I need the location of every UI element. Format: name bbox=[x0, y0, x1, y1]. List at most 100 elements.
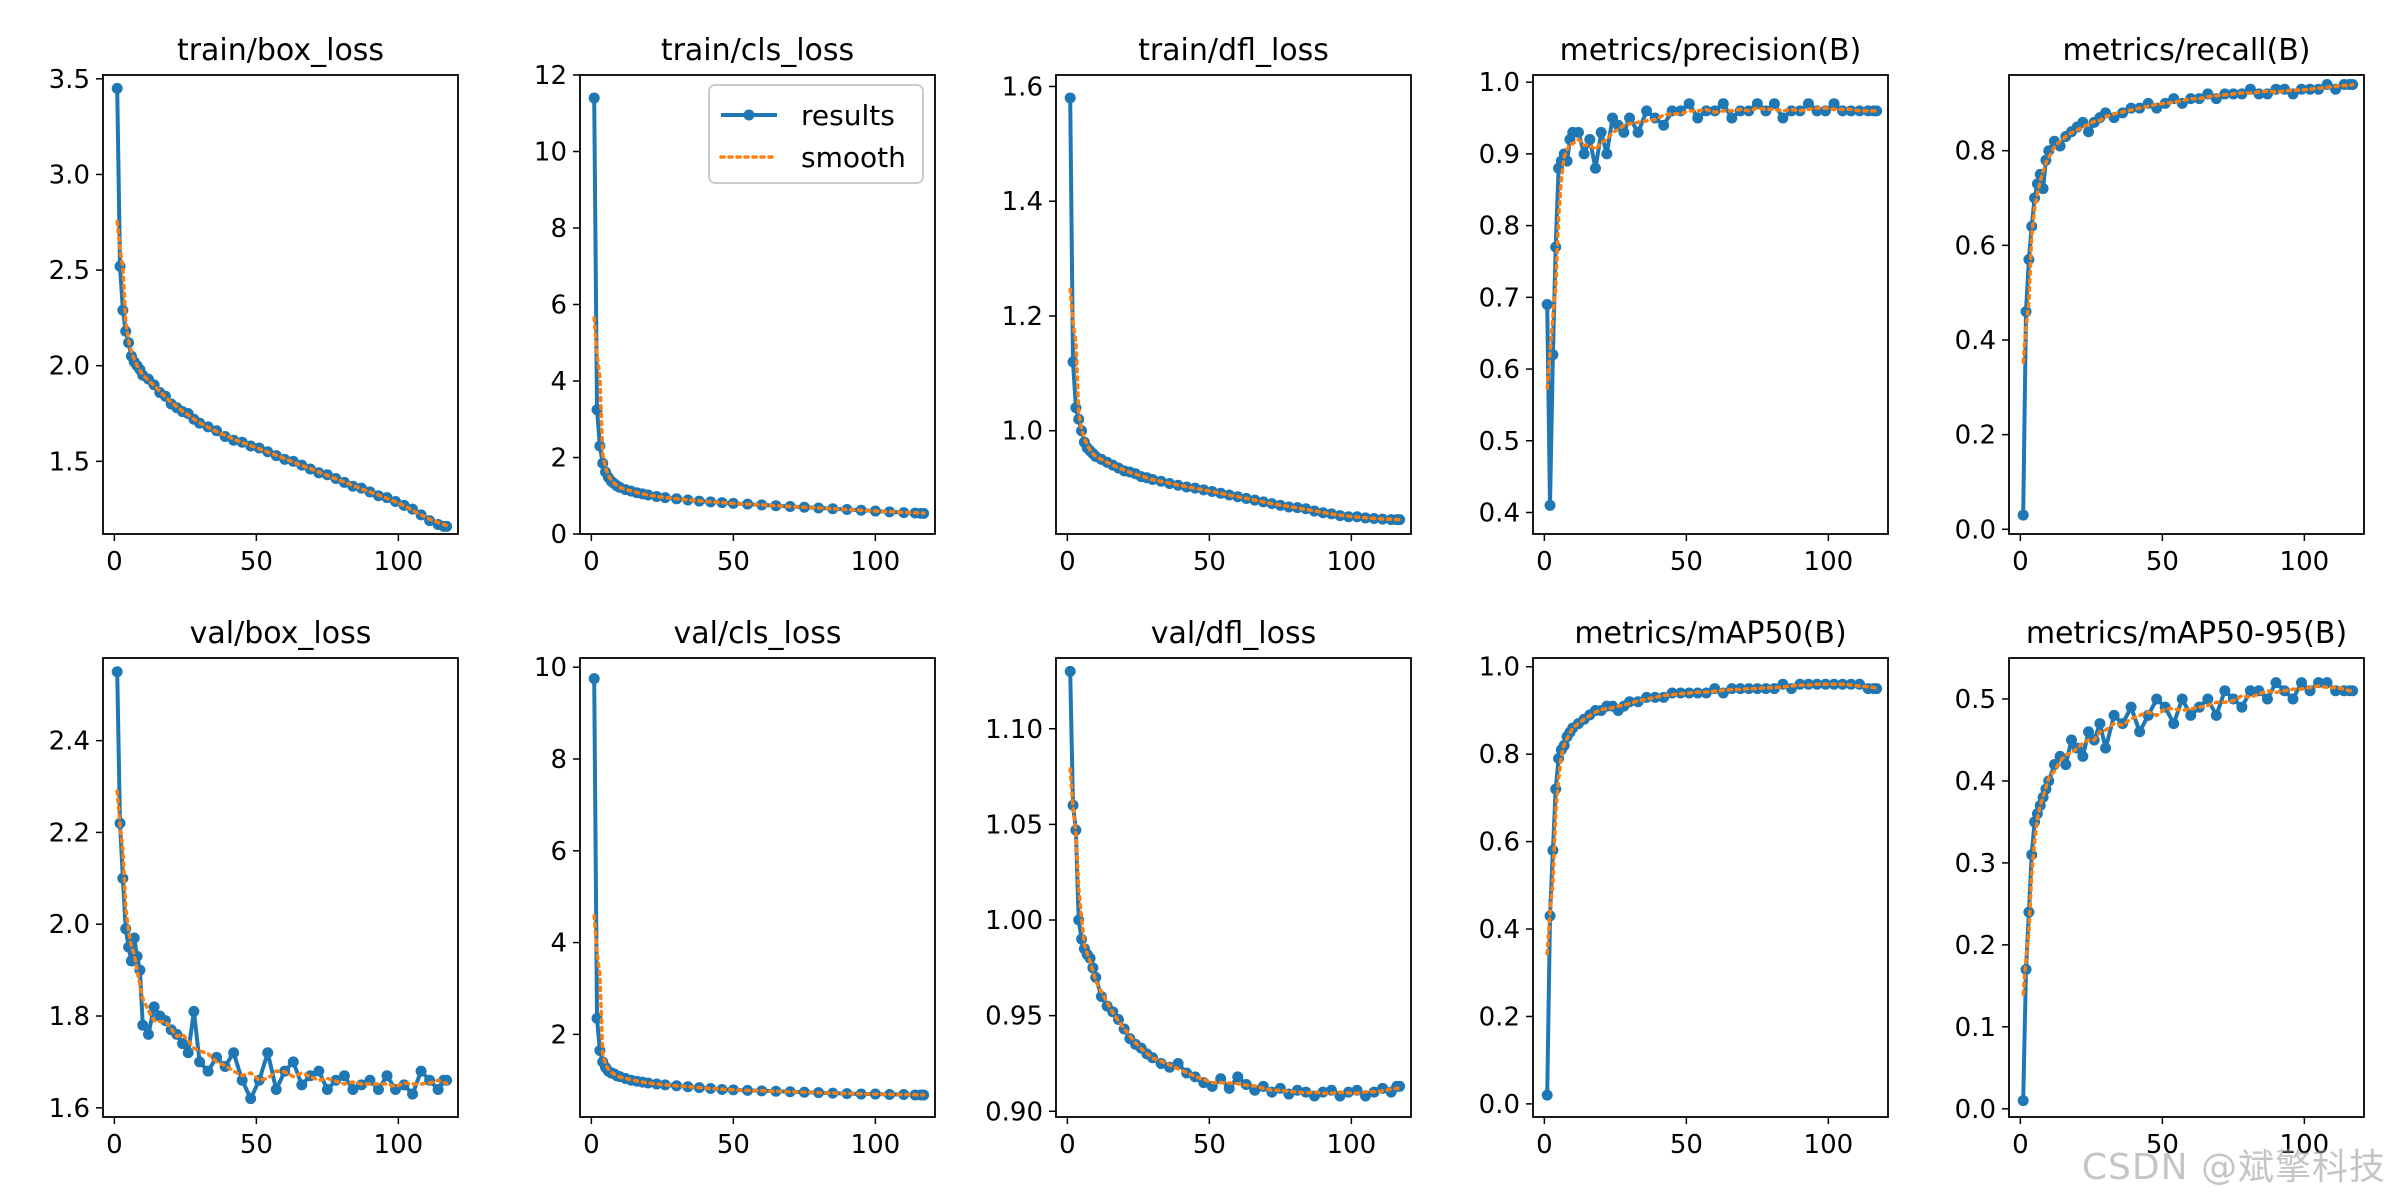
subplot-title: train/box_loss bbox=[177, 33, 384, 68]
results-point bbox=[2134, 726, 2146, 738]
plot-frame bbox=[1532, 74, 1889, 535]
smooth-series-line bbox=[1545, 106, 1879, 390]
x-tick-label: 50 bbox=[1193, 1130, 1226, 1160]
x-tick-label: 50 bbox=[240, 547, 273, 577]
results-point bbox=[841, 1088, 853, 1100]
results-point bbox=[148, 1001, 160, 1013]
plot-frame bbox=[2008, 657, 2365, 1118]
y-tick-label: 6 bbox=[550, 291, 567, 321]
y-tick-label: 2.4 bbox=[49, 727, 90, 757]
results-point bbox=[128, 932, 140, 944]
subplot-title: val/dfl_loss bbox=[1151, 616, 1316, 651]
y-tick-label: 3.0 bbox=[49, 160, 90, 190]
y-tick-label: 0.2 bbox=[1955, 931, 1996, 961]
y-tick-label: 0.6 bbox=[1955, 231, 1996, 261]
plot-frame bbox=[1055, 74, 1412, 535]
y-tick-label: 0.0 bbox=[1479, 1090, 1520, 1120]
y-tick-label: 0.3 bbox=[1955, 849, 1996, 879]
results-point bbox=[2083, 126, 2095, 138]
results-point bbox=[2261, 693, 2273, 705]
x-tick-label: 50 bbox=[2146, 547, 2179, 577]
results-point bbox=[177, 1038, 189, 1050]
y-tick-label: 1.6 bbox=[49, 1094, 90, 1124]
results-point bbox=[1601, 148, 1613, 160]
results-point bbox=[827, 503, 839, 515]
x-tick-label: 100 bbox=[851, 547, 901, 577]
results-point bbox=[188, 1005, 200, 1017]
y-tick-label: 4 bbox=[550, 929, 567, 959]
x-tick-label: 100 bbox=[851, 1130, 901, 1160]
x-tick-label: 0 bbox=[583, 1130, 600, 1160]
results-point bbox=[1649, 691, 1661, 703]
x-tick-label: 100 bbox=[2280, 547, 2330, 577]
results-point bbox=[651, 491, 663, 503]
results-point bbox=[1618, 126, 1630, 138]
results-point bbox=[111, 82, 123, 94]
x-tick-label: 100 bbox=[1327, 1130, 1377, 1160]
results-point bbox=[2151, 693, 2163, 705]
results-point bbox=[642, 1077, 654, 1089]
results-point bbox=[2060, 759, 2072, 771]
x-tick-label: 50 bbox=[2146, 1130, 2179, 1160]
x-tick-label: 100 bbox=[1327, 547, 1377, 577]
results-point bbox=[770, 1085, 782, 1097]
results-point bbox=[2347, 685, 2359, 697]
results-point bbox=[898, 507, 910, 519]
y-tick-label: 2.5 bbox=[49, 256, 90, 286]
y-tick-label: 0.4 bbox=[1955, 767, 1996, 797]
results-point bbox=[2210, 709, 2222, 721]
results-point bbox=[228, 1047, 240, 1059]
results-point bbox=[1760, 683, 1772, 695]
results-point bbox=[2296, 677, 2308, 689]
y-tick-label: 12 bbox=[534, 61, 567, 91]
smooth-series-line bbox=[2021, 684, 2355, 996]
results-point bbox=[1308, 505, 1320, 517]
subplot-train-dfl-loss: train/dfl_loss 0 50 100 1.0 1.2 1.4 1.6 bbox=[1002, 33, 1412, 577]
results-point bbox=[1751, 683, 1763, 695]
results-point bbox=[2185, 709, 2197, 721]
subplot-title: metrics/recall(B) bbox=[2062, 33, 2310, 68]
y-tick-label: 1.0 bbox=[1479, 68, 1520, 98]
plot-frame bbox=[1532, 657, 1889, 1118]
results-point bbox=[1624, 112, 1636, 124]
smooth-series-line bbox=[592, 914, 926, 1097]
x-tick-label: 0 bbox=[1536, 1130, 1553, 1160]
y-tick-label: 0.4 bbox=[1955, 326, 1996, 356]
results-point bbox=[2236, 701, 2248, 713]
subplot-title: train/dfl_loss bbox=[1138, 33, 1329, 68]
results-point bbox=[1578, 148, 1590, 160]
results-point bbox=[682, 1081, 694, 1093]
results-point bbox=[2176, 693, 2188, 705]
results-point bbox=[1291, 502, 1303, 514]
y-tick-label: 1.05 bbox=[985, 810, 1043, 840]
results-point bbox=[2065, 734, 2077, 746]
results-point bbox=[642, 489, 654, 501]
y-tick-label: 0 bbox=[550, 520, 567, 550]
y-tick-label: 0.4 bbox=[1479, 915, 1520, 945]
results-point bbox=[1595, 126, 1607, 138]
results-point bbox=[1206, 486, 1218, 498]
x-tick-label: 0 bbox=[106, 547, 123, 577]
plot-frame bbox=[102, 657, 459, 1118]
results-point bbox=[2270, 677, 2282, 689]
subplot-val-box-loss: val/box_loss 0 50 100 1.6 1.8 2.0 2.2 2.4 bbox=[49, 616, 459, 1160]
subplot-train-cls-loss: train/cls_loss 0 50 100 0 2 4 6 8 10 12 results smoo… bbox=[534, 33, 936, 577]
results-point bbox=[2219, 685, 2231, 697]
results-point bbox=[194, 1056, 206, 1068]
results-point bbox=[2017, 509, 2029, 521]
results-point bbox=[1064, 92, 1076, 104]
results-series-line bbox=[1068, 671, 1400, 1098]
results-point bbox=[2017, 1095, 2029, 1107]
results-point bbox=[245, 1093, 257, 1105]
y-tick-label: 0.9 bbox=[1479, 140, 1520, 170]
y-tick-label: 0.95 bbox=[985, 1002, 1043, 1032]
x-tick-label: 50 bbox=[1670, 1130, 1703, 1160]
y-tick-label: 0.5 bbox=[1955, 685, 1996, 715]
y-tick-label: 0.1 bbox=[1955, 1013, 1996, 1043]
results-point bbox=[1232, 1071, 1244, 1083]
subplot-val-cls-loss: val/cls_loss 0 50 100 2 4 6 8 10 bbox=[534, 616, 936, 1160]
y-tick-label: 1.4 bbox=[1002, 187, 1043, 217]
y-tick-label: 1.00 bbox=[985, 906, 1043, 936]
smooth-series-line bbox=[592, 316, 926, 515]
